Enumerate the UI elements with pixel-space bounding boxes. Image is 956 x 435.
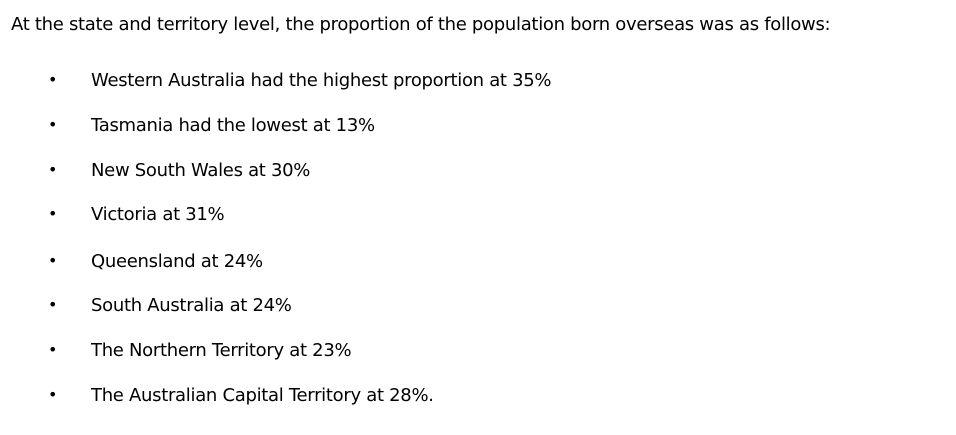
item-text: Queensland at 24% (91, 251, 263, 272)
intro-text: At the state and territory level, the pr… (11, 14, 831, 35)
bullet-icon: • (48, 115, 58, 134)
item-text: Western Australia had the highest propor… (91, 70, 552, 91)
item-text: South Australia at 24% (91, 295, 292, 316)
item-text: The Australian Capital Territory at 28%. (91, 385, 434, 406)
bullet-icon: • (48, 340, 58, 359)
item-text: The Northern Territory at 23% (91, 340, 352, 361)
bullet-icon: • (48, 385, 58, 404)
bullet-icon: • (48, 295, 58, 314)
bullet-icon: • (48, 70, 58, 89)
item-text: Victoria at 31% (91, 204, 225, 225)
item-text: New South Wales at 30% (91, 160, 311, 181)
bullet-icon: • (48, 160, 58, 179)
item-text: Tasmania had the lowest at 13% (91, 115, 375, 136)
bullet-icon: • (48, 251, 58, 270)
bullet-icon: • (48, 204, 58, 223)
